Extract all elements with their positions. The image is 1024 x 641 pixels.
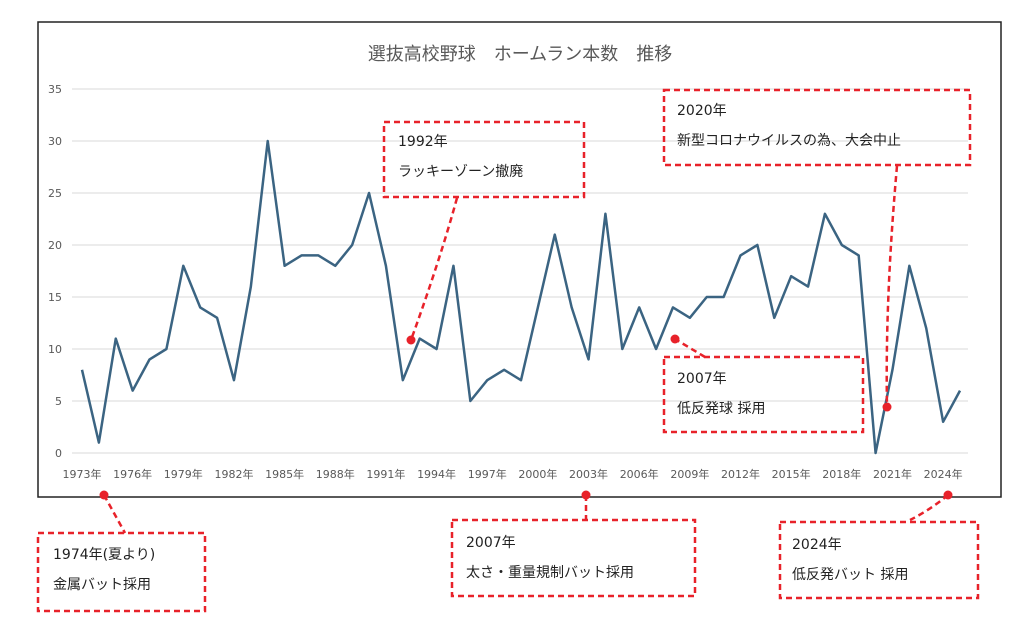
chart-title: 選抜高校野球 ホームラン本数 推移 [368, 44, 673, 65]
x-tick-label: 1985年 [265, 467, 304, 481]
annotation-1992-desc: ラッキーゾーン撤廃 [398, 164, 524, 180]
annotation-box-2020 [662, 88, 972, 167]
x-tick-label: 2018年 [822, 467, 861, 481]
connector-1974-dot [99, 490, 109, 500]
annotation-box-2007-ball [662, 355, 865, 434]
x-tick-label: 2006年 [620, 467, 659, 481]
annotation-2007-ball-year: 2007年 [677, 371, 727, 387]
annotation-box-2007-bat [450, 518, 697, 598]
x-tick-label: 1982年 [214, 467, 253, 481]
annotation-1992-text: 1992年 ラッキーゾーン撤廃 [398, 127, 523, 187]
connector-2007-ball-dot [670, 334, 680, 344]
connector-1974 [102, 494, 127, 534]
annotation-box-1974 [36, 531, 207, 613]
x-tick-label: 2009年 [670, 467, 709, 481]
annotation-boxes [36, 88, 980, 613]
annotation-1974-year: 1974年(夏より) [53, 547, 156, 563]
connector-2024-dot [943, 490, 953, 500]
connector-2020 [885, 165, 899, 408]
x-tick-label: 1988年 [316, 467, 355, 481]
y-tick-label: 15 [48, 291, 62, 304]
annotation-box-1992 [382, 120, 586, 199]
connector-2020-dot [882, 402, 892, 412]
x-tick-label: 1991年 [366, 467, 405, 481]
annotation-2024-year: 2024年 [792, 537, 842, 553]
connector-2007-ball [674, 337, 706, 359]
annotation-2020-text: 2020年 新型コロナウイルスの為、大会中止 [677, 96, 901, 156]
x-tick-label: 1994年 [417, 467, 456, 481]
x-axis-labels: 1973年 1976年 1979年 1982年 1985年 1988年 1991年 1994年… [63, 467, 963, 481]
y-axis-labels: 0 5 10 15 20 25 30 35 [48, 83, 62, 460]
annotation-2007-ball-desc: 低反発球 採用 [677, 401, 766, 417]
annotation-2007-bat-year: 2007年 [466, 535, 516, 551]
annotation-connectors [99, 165, 953, 534]
y-tick-label: 30 [48, 135, 62, 148]
x-tick-label: 2000年 [518, 467, 557, 481]
annotation-2020-year: 2020年 [677, 103, 727, 119]
x-tick-label: 2015年 [772, 467, 811, 481]
annotation-1974-text: 1974年(夏より) 金属バット採用 [53, 540, 155, 600]
x-tick-label: 2012年 [721, 467, 760, 481]
annotation-1992-year: 1992年 [398, 134, 448, 150]
annotation-2007-bat-desc: 太さ・重量規制バット採用 [466, 565, 634, 581]
annotation-2020-desc: 新型コロナウイルスの為、大会中止 [677, 133, 901, 149]
connector-2007-bat-dot [581, 490, 591, 500]
y-tick-label: 5 [55, 395, 62, 408]
y-tick-label: 20 [48, 239, 62, 252]
connector-2024 [909, 494, 949, 522]
x-tick-label: 1997年 [468, 467, 507, 481]
connector-1992 [409, 197, 459, 341]
y-tick-label: 25 [48, 187, 62, 200]
x-tick-label: 2021年 [873, 467, 912, 481]
chart-frame [37, 21, 1002, 498]
x-tick-label: 2003年 [569, 467, 608, 481]
x-tick-label: 1973年 [63, 467, 102, 481]
x-tick-label: 1976年 [113, 467, 152, 481]
y-tick-label: 0 [55, 447, 62, 460]
series-line [80, 139, 962, 455]
annotation-2024-text: 2024年 低反発バット 採用 [792, 530, 908, 590]
y-tick-label: 10 [48, 343, 62, 356]
annotation-box-2024 [778, 520, 980, 600]
x-tick-label: 1979年 [164, 467, 203, 481]
x-tick-label: 2024年 [924, 467, 963, 481]
connector-1992-dot [406, 335, 416, 345]
y-tick-label: 35 [48, 83, 62, 96]
annotation-2007-ball-text: 2007年 低反発球 採用 [677, 364, 765, 424]
annotation-1974-desc: 金属バット採用 [53, 577, 151, 593]
annotation-2007-bat-text: 2007年 太さ・重量規制バット採用 [466, 528, 634, 588]
annotation-2024-desc: 低反発バット 採用 [792, 567, 909, 583]
